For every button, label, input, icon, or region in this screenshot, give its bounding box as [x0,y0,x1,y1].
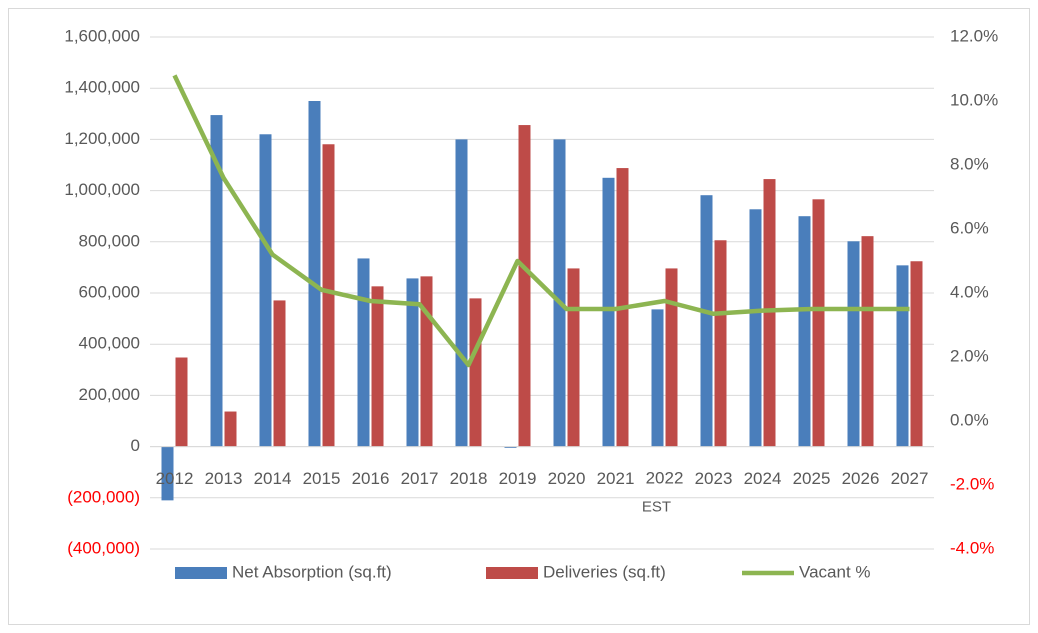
bar [847,241,860,447]
y2-tick-label: 4.0% [950,282,989,301]
y2-tick-label: 2.0% [950,346,989,365]
x-tick-label: 2021 [597,469,635,488]
x-tick-label: 2015 [303,469,341,488]
x-tick-label: 2022 EST [642,469,684,515]
x-tick-label: 2017 [401,469,439,488]
legend-label: Net Absorption (sq.ft) [232,562,392,581]
y2-tick-label: 10.0% [950,90,998,109]
bar [175,357,188,447]
x-tick-label: 2016 [352,469,390,488]
x-tick-label: 2014 [254,469,292,488]
bar [455,139,468,447]
bar [259,134,272,447]
y2-tick-label: 12.0% [950,26,998,45]
bar [553,139,566,447]
bar [812,199,825,447]
y-tick-label: 200,000 [79,385,140,404]
x-tick-label: 2023 [695,469,733,488]
y-tick-label: 0 [131,436,140,455]
y-tick-label: 600,000 [79,282,140,301]
bar [469,298,482,447]
x-tick-label: 2020 [548,469,586,488]
x-tick-label: 2018 [450,469,488,488]
line [172,74,910,368]
y2-tick-label: 8.0% [950,154,989,173]
bar [910,261,923,447]
bar [749,209,762,447]
legend-label: Vacant % [799,562,871,581]
x-tick-label: 2027 [891,469,929,488]
bar [210,115,223,447]
x-tick-label: 2026 [842,469,880,488]
y-tick-label: 1,600,000 [64,26,140,45]
x-tick-label: 2012 [156,469,194,488]
y2-tick-label: 0.0% [950,410,989,429]
bar [504,446,517,448]
bar [371,286,384,447]
y-tick-label: 1,400,000 [64,78,140,97]
y-tick-label: 1,000,000 [64,180,140,199]
y-tick-label: 400,000 [79,334,140,353]
bar [714,240,727,447]
bar [763,179,776,447]
legend-label: Deliveries (sq.ft) [543,562,666,581]
bar [602,177,615,447]
bar [665,268,678,447]
legend-swatch [486,567,538,579]
bar [322,144,335,447]
y2-tick-label: -4.0% [950,538,994,557]
bar [273,300,286,447]
x-tick-label: 2025 [793,469,831,488]
y-tick-label: (400,000) [67,538,140,557]
bar [406,278,419,447]
y2-tick-label: 6.0% [950,218,989,237]
bar [357,258,370,447]
bar [518,125,531,447]
bar [224,411,237,447]
x-tick-label: 2024 [744,469,782,488]
bar [420,276,433,447]
bar [798,216,811,447]
bar [861,236,874,447]
bar [308,101,321,447]
y2-tick-label: -2.0% [950,474,994,493]
legend-swatch [175,567,227,579]
bar [567,268,580,447]
y-tick-label: (200,000) [67,487,140,506]
bar [700,195,713,447]
y-tick-label: 800,000 [79,231,140,250]
bar [651,309,664,447]
x-tick-label: 2019 [499,469,537,488]
y-tick-label: 1,200,000 [64,129,140,148]
bar [161,446,174,501]
x-tick-label: 2013 [205,469,243,488]
bar [896,265,909,447]
